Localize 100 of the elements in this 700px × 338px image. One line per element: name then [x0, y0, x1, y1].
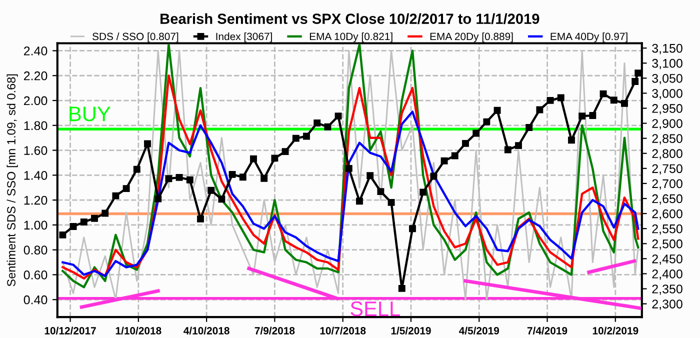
y-tick-label: 0.40: [24, 295, 48, 304]
y2-tick-label: 3,150: [652, 44, 682, 54]
point: [122, 185, 130, 192]
point: [504, 146, 512, 154]
point: [112, 192, 120, 200]
point: [430, 172, 438, 180]
legend-label: SDS / SSO [0.807]: [92, 32, 178, 42]
point: [472, 130, 480, 137]
y2-tick-label: 2,400: [652, 270, 682, 280]
y-tick-label: 1.20: [24, 196, 48, 205]
point: [70, 223, 77, 230]
point: [634, 70, 642, 77]
point: [218, 196, 226, 203]
point: [197, 215, 204, 222]
point: [578, 112, 586, 120]
legend-label: EMA 40Dy [0.97]: [550, 32, 628, 42]
point: [250, 155, 257, 162]
y2-tick-label: 2,500: [652, 239, 682, 250]
point: [366, 172, 374, 180]
point: [91, 214, 98, 222]
y2-tick-label: 2,850: [652, 134, 682, 144]
point: [526, 124, 533, 131]
point: [420, 188, 427, 196]
y2-tick-label: 2,800: [652, 149, 682, 160]
y-tick-label: 1.60: [24, 146, 48, 155]
point: [260, 174, 268, 182]
point: [59, 231, 66, 238]
chart-title: Bearish Sentiment vs SPX Close 10/2/2017 to 11/1/2019: [160, 13, 540, 24]
y-tick-label: 0.60: [24, 270, 48, 280]
point: [515, 142, 522, 150]
x-tick-label: 10/2/2019: [592, 326, 638, 335]
point: [334, 112, 342, 120]
point: [345, 164, 352, 172]
ref-line-label: BUY: [70, 106, 110, 122]
x-tick-label: 4/10/2018: [184, 326, 230, 335]
point: [462, 140, 469, 147]
point: [292, 134, 300, 142]
y-tick-label: 2.00: [24, 96, 48, 106]
x-tick-label: 4/5/2019: [459, 326, 500, 335]
point: [557, 94, 564, 102]
point: [610, 96, 618, 104]
point: [314, 120, 321, 126]
y-tick-label: 1.80: [24, 121, 48, 130]
y2-tick-label: 3,050: [652, 74, 682, 84]
y2-tick-label: 2,700: [652, 179, 682, 190]
point: [186, 176, 194, 184]
point: [176, 174, 183, 181]
y2-tick-label: 2,650: [652, 194, 682, 205]
point: [356, 198, 363, 205]
y-tick-label: 2.40: [24, 46, 48, 56]
y-tick-label: 1.40: [24, 170, 48, 180]
x-tick-label: 1/5/2019: [391, 326, 431, 335]
point: [80, 218, 88, 226]
point: [568, 136, 575, 144]
y2-tick-label: 2,550: [652, 224, 682, 235]
point: [303, 132, 310, 140]
y2-tick-label: 2,900: [652, 119, 682, 130]
x-tick-label: 10/7/2018: [320, 326, 366, 335]
ref-line-label: SELL: [350, 301, 400, 316]
y-tick-label: 2.20: [24, 71, 48, 80]
point: [536, 106, 544, 114]
x-tick-label: 7/9/2018: [254, 326, 295, 335]
y-tick-label: 1.00: [24, 220, 48, 230]
point: [102, 210, 109, 217]
point: [632, 78, 639, 85]
point: [600, 90, 607, 98]
y2-tick-label: 2,600: [652, 209, 682, 220]
point: [133, 166, 140, 173]
x-tick-label: 1/10/2018: [116, 326, 162, 335]
point: [589, 112, 596, 119]
x-tick-label: 10/12/2017: [44, 326, 96, 335]
y2-tick-label: 3,000: [652, 89, 682, 100]
point: [409, 225, 416, 232]
point: [271, 154, 278, 162]
point: [621, 100, 628, 107]
point: [388, 198, 395, 206]
y2-tick-label: 2,450: [652, 254, 682, 265]
y-axis-title: Sentiment SDS / SSO [mn 1.09, sd 0.68]: [6, 74, 18, 286]
legend-label: EMA 10Dy [0.821]: [310, 32, 392, 42]
point: [494, 106, 501, 114]
point: [208, 186, 215, 194]
point: [398, 284, 406, 292]
point: [239, 174, 246, 181]
point: [282, 148, 289, 156]
point: [451, 152, 458, 160]
point: [546, 96, 554, 104]
point: [377, 188, 384, 196]
y2-tick-label: 3,100: [652, 58, 682, 70]
x-tick-label: 7/4/2019: [527, 326, 568, 335]
legend-label: EMA 20Dy [0.889]: [430, 32, 513, 42]
y2-tick-label: 2,750: [652, 164, 682, 175]
y2-tick-label: 2,300: [652, 300, 682, 310]
point: [144, 140, 151, 148]
y2-tick-label: 2,950: [652, 104, 682, 114]
point: [324, 123, 332, 130]
y-tick-label: 0.80: [24, 246, 48, 254]
point: [154, 195, 162, 202]
point: [165, 175, 172, 182]
point: [440, 157, 448, 164]
legend-label: Index [3067]: [216, 32, 272, 42]
